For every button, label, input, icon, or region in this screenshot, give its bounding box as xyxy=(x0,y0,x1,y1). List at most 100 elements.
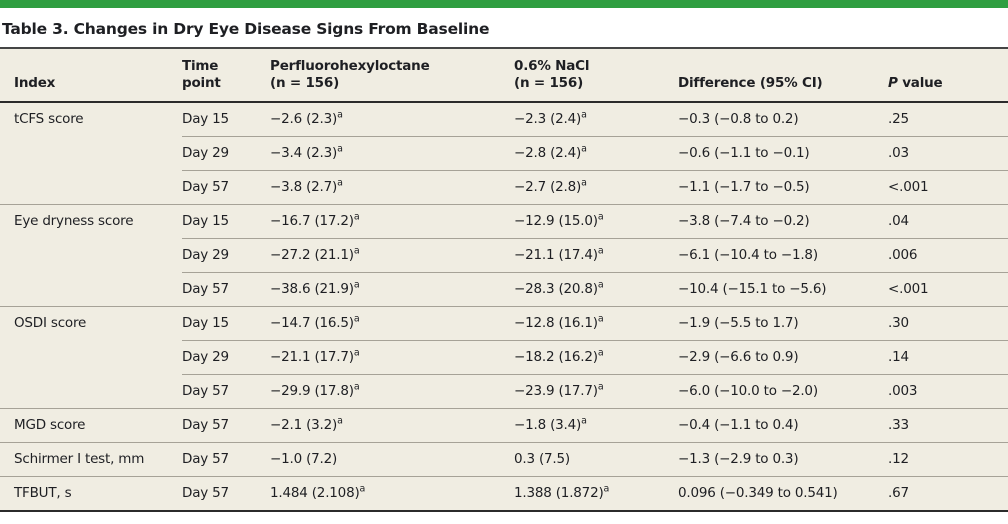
table-title-block: Table 3. Changes in Dry Eye Disease Sign… xyxy=(0,8,1008,49)
header-time-point: Time point xyxy=(182,49,270,103)
footnote-marker: a xyxy=(581,415,587,427)
nacl-cell: −2.8 (2.4)a xyxy=(514,136,678,171)
footnote-marker: a xyxy=(353,313,360,325)
pvalue-cell: .33 xyxy=(888,408,1008,443)
pfho-cell: −21.1 (17.7)a xyxy=(270,340,514,375)
header-difference: Difference (95% CI) xyxy=(678,49,888,103)
footnote-marker: a xyxy=(603,483,610,495)
pvalue-cell: .03 xyxy=(888,136,1008,171)
index-cell xyxy=(0,273,182,307)
pvalue-cell: .25 xyxy=(888,111,909,127)
time-cell: Day 15 xyxy=(182,111,229,127)
nacl-cell: −2.7 (2.8)a xyxy=(514,170,678,205)
nacl-cell: −12.8 (16.1)a xyxy=(514,306,678,341)
pvalue-cell: .003 xyxy=(888,374,1008,409)
difference-cell: −1.3 (−2.9 to 0.3) xyxy=(678,442,888,477)
footnote-marker: a xyxy=(597,313,604,325)
index-cell xyxy=(0,375,182,409)
index-cell xyxy=(0,137,182,171)
difference-cell: −2.9 (−6.6 to 0.9) xyxy=(678,340,888,375)
table-row: Day 29 −27.2 (21.1)a −21.1 (17.4)a −6.1 … xyxy=(0,238,1008,273)
nacl-cell: −23.9 (17.7)a xyxy=(514,374,678,409)
index-cell: Eye dryness score xyxy=(0,204,182,239)
nacl-cell: −18.2 (16.2)a xyxy=(514,340,678,375)
footnote-marker: a xyxy=(597,245,604,257)
time-cell: Day 57 xyxy=(182,476,270,512)
dry-eye-signs-table: Index Time point Perfluorohexyloctane (n… xyxy=(0,49,1008,512)
table-body: tCFS score Day 15 −2.6 (2.3)a −2.3 (2.4)… xyxy=(0,102,1008,512)
nacl-cell: −21.1 (17.4)a xyxy=(514,238,678,273)
index-cell: tCFS score xyxy=(14,111,84,127)
header-perfluorohexyloctane: Perfluorohexyloctane (n = 156) xyxy=(270,49,514,103)
nacl-cell: 1.388 (1.872)a xyxy=(514,476,678,512)
pfho-cell: −27.2 (21.1)a xyxy=(270,238,514,273)
index-cell xyxy=(0,171,182,205)
index-cell xyxy=(0,239,182,273)
footnote-marker: a xyxy=(581,177,587,189)
nacl-cell: −2.3 (2.4)a xyxy=(514,109,587,127)
difference-cell: −1.1 (−1.7 to −0.5) xyxy=(678,170,888,205)
time-cell: Day 57 xyxy=(182,170,270,205)
footnote-marker: a xyxy=(353,279,360,291)
pvalue-cell: .04 xyxy=(888,204,1008,239)
nacl-cell: −28.3 (20.8)a xyxy=(514,272,678,307)
footnote-marker: a xyxy=(581,109,587,121)
pfho-cell: −1.0 (7.2) xyxy=(270,442,514,477)
table-row: tCFS score Day 15 −2.6 (2.3)a −2.3 (2.4)… xyxy=(0,102,1008,137)
pfho-cell: −29.9 (17.8)a xyxy=(270,374,514,409)
pvalue-cell: .006 xyxy=(888,238,1008,273)
header-row: Index Time point Perfluorohexyloctane (n… xyxy=(0,49,1008,103)
table-row: MGD score Day 57 −2.1 (3.2)a −1.8 (3.4)a… xyxy=(0,408,1008,443)
footnote-marker: a xyxy=(597,347,604,359)
table-row: TFBUT, s Day 57 1.484 (2.108)a 1.388 (1.… xyxy=(0,476,1008,512)
pvalue-cell: <.001 xyxy=(888,170,1008,205)
time-cell: Day 29 xyxy=(182,238,270,273)
nacl-cell: −12.9 (15.0)a xyxy=(514,204,678,239)
footnote-marker: a xyxy=(581,143,587,155)
index-cell: MGD score xyxy=(0,408,182,443)
footnote-marker: a xyxy=(597,381,604,393)
index-cell: Schirmer I test, mm xyxy=(0,442,182,477)
footnote-marker: a xyxy=(597,211,604,223)
pvalue-cell: .14 xyxy=(888,340,1008,375)
table-title: Table 3. Changes in Dry Eye Disease Sign… xyxy=(2,20,490,38)
header-index: Index xyxy=(0,49,182,103)
pvalue-cell: .67 xyxy=(888,476,1008,512)
pfho-cell: −14.7 (16.5)a xyxy=(270,306,514,341)
pfho-cell: −2.6 (2.3)a xyxy=(270,109,343,127)
pfho-cell: −3.4 (2.3)a xyxy=(270,136,514,171)
difference-cell: 0.096 (−0.349 to 0.541) xyxy=(678,476,888,512)
table-row: Day 29 −21.1 (17.7)a −18.2 (16.2)a −2.9 … xyxy=(0,340,1008,375)
difference-cell: −3.8 (−7.4 to −0.2) xyxy=(678,204,888,239)
pfho-cell: −2.1 (3.2)a xyxy=(270,408,514,443)
time-cell: Day 15 xyxy=(182,306,270,341)
footnote-marker: a xyxy=(597,279,604,291)
time-cell: Day 29 xyxy=(182,340,270,375)
footnote-marker: a xyxy=(353,347,360,359)
time-cell: Day 57 xyxy=(182,408,270,443)
time-cell: Day 29 xyxy=(182,136,270,171)
footnote-marker: a xyxy=(353,381,360,393)
pfho-cell: −16.7 (17.2)a xyxy=(270,204,514,239)
footnote-marker: a xyxy=(337,109,343,121)
index-cell xyxy=(0,341,182,375)
table-accent-bar xyxy=(0,0,1008,8)
header-nacl: 0.6% NaCl (n = 156) xyxy=(514,49,678,103)
difference-cell: −6.0 (−10.0 to −2.0) xyxy=(678,374,888,409)
index-cell: OSDI score xyxy=(0,306,182,341)
difference-cell: −0.6 (−1.1 to −0.1) xyxy=(678,136,888,171)
nacl-cell: −1.8 (3.4)a xyxy=(514,408,678,443)
footnote-marker: a xyxy=(337,415,343,427)
header-p-value: P value xyxy=(888,49,1008,103)
table-row: OSDI score Day 15 −14.7 (16.5)a −12.8 (1… xyxy=(0,306,1008,341)
table-row: Eye dryness score Day 15 −16.7 (17.2)a −… xyxy=(0,204,1008,239)
difference-cell: −10.4 (−15.1 to −5.6) xyxy=(678,272,888,307)
pfho-cell: 1.484 (2.108)a xyxy=(270,476,514,512)
pfho-cell: −38.6 (21.9)a xyxy=(270,272,514,307)
table-row: Schirmer I test, mm Day 57 −1.0 (7.2) 0.… xyxy=(0,442,1008,477)
difference-cell: −6.1 (−10.4 to −1.8) xyxy=(678,238,888,273)
nacl-cell: 0.3 (7.5) xyxy=(514,442,678,477)
difference-cell: −0.3 (−0.8 to 0.2) xyxy=(678,111,799,127)
footnote-marker: a xyxy=(337,177,343,189)
